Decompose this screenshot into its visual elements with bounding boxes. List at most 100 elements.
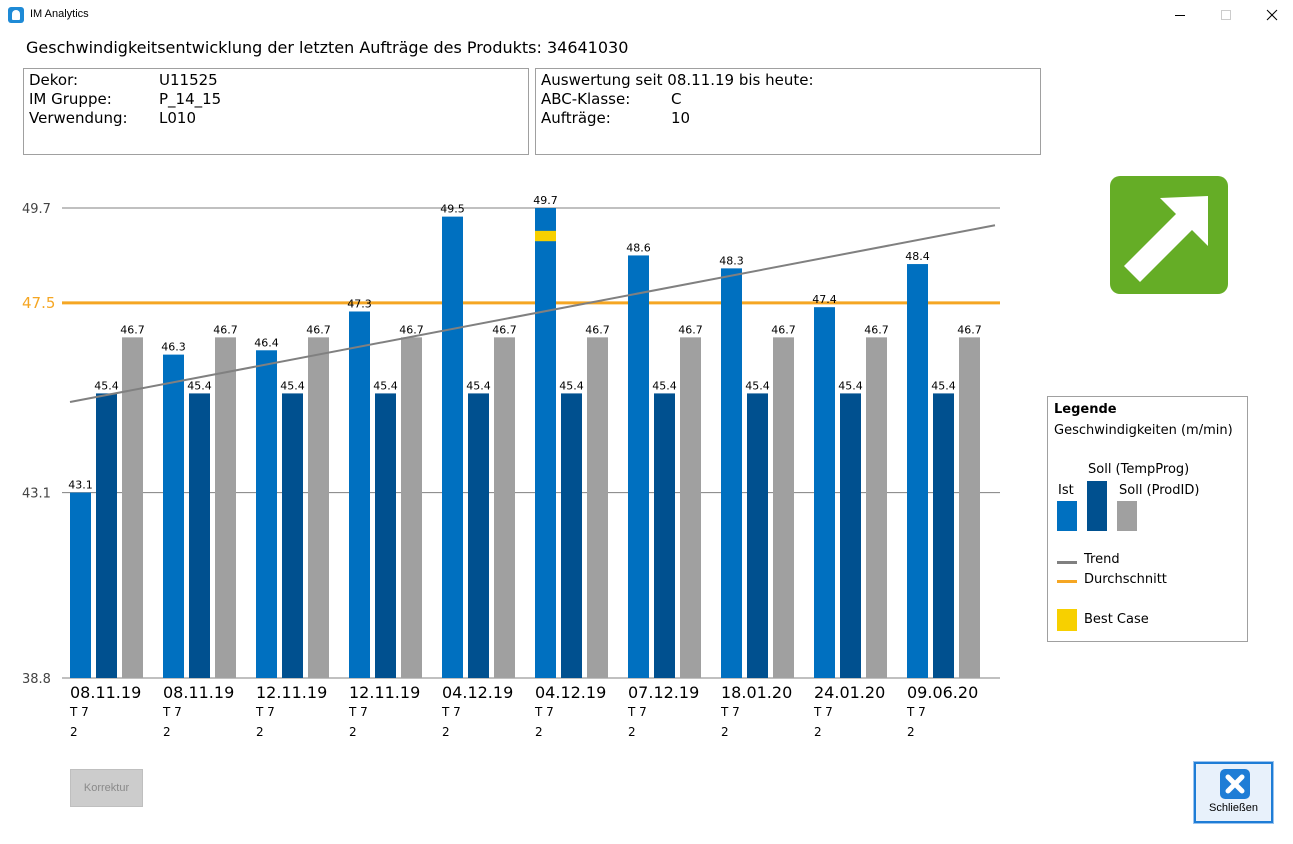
bar-soll-prodid xyxy=(401,337,422,678)
evaluation-heading-text: Auswertung seit 08.11.19 bis heute: xyxy=(541,71,814,89)
data-label: 45.4 xyxy=(373,379,398,392)
data-label: 48.4 xyxy=(905,250,930,263)
window-close-button[interactable] xyxy=(1249,2,1293,28)
window-title: IM Analytics xyxy=(30,8,89,20)
bar-ist xyxy=(256,350,277,678)
bar-soll-prodid xyxy=(587,337,608,678)
x-tick-label: 12.11.19 xyxy=(349,683,420,702)
legend-label-trend: Trend xyxy=(1084,552,1120,567)
x-tick-sublabel: 2 xyxy=(814,725,822,739)
legend-swatch-soll-tempprog xyxy=(1087,481,1107,531)
bar-soll-tempprog xyxy=(282,393,303,678)
legend-label-ist: Ist xyxy=(1058,483,1074,498)
chart-legend: Legende Geschwindigkeiten (m/min) Soll (… xyxy=(1047,396,1248,642)
legend-swatch-best-case xyxy=(1057,609,1077,631)
x-tick-sublabel: 2 xyxy=(721,725,729,739)
data-label: 45.4 xyxy=(94,379,119,392)
schliessen-button[interactable]: Schließen xyxy=(1193,761,1274,824)
page-title: Geschwindigkeitsentwicklung der letzten … xyxy=(26,38,629,57)
data-label: 48.6 xyxy=(626,241,651,254)
bar-ist xyxy=(628,255,649,678)
data-label: 49.7 xyxy=(533,194,558,207)
legend-swatch-trend xyxy=(1057,561,1077,564)
info-label: Verwendung: xyxy=(29,109,128,127)
bar-soll-prodid xyxy=(959,337,980,678)
info-value: U11525 xyxy=(159,71,218,89)
data-label: 46.7 xyxy=(957,323,982,336)
legend-label-soll-tempprog: Soll (TempProg) xyxy=(1088,462,1190,477)
data-label: 43.1 xyxy=(68,479,93,492)
x-tick-sublabel: 2 xyxy=(442,725,450,739)
minimize-button[interactable] xyxy=(1157,2,1203,28)
x-tick-label: 18.01.20 xyxy=(721,683,792,702)
x-tick-sublabel: T 7 xyxy=(906,705,926,719)
bar-soll-tempprog xyxy=(933,393,954,678)
data-label: 46.7 xyxy=(678,323,703,336)
legend-subtitle: Geschwindigkeiten (m/min) xyxy=(1054,423,1233,438)
data-label: 46.7 xyxy=(771,323,796,336)
best-case-marker xyxy=(535,230,556,242)
data-label: 46.3 xyxy=(161,341,186,354)
bar-ist xyxy=(70,492,91,678)
data-label: 45.4 xyxy=(652,379,677,392)
y-tick-label: 38.8 xyxy=(22,672,51,687)
bar-ist xyxy=(721,268,742,678)
bar-ist xyxy=(907,264,928,678)
x-tick-sublabel: T 7 xyxy=(441,705,461,719)
x-tick-label: 12.11.19 xyxy=(256,683,327,702)
minimize-icon xyxy=(1175,14,1185,16)
bar-ist xyxy=(163,354,184,678)
x-tick-sublabel: T 7 xyxy=(348,705,368,719)
x-tick-label: 04.12.19 xyxy=(442,683,513,702)
x-tick-sublabel: 2 xyxy=(349,725,357,739)
korrektur-button[interactable]: Korrektur xyxy=(70,769,143,807)
x-tick-label: 04.12.19 xyxy=(535,683,606,702)
schliessen-label: Schließen xyxy=(1209,802,1258,814)
info-value: P_14_15 xyxy=(159,90,222,108)
bar-soll-prodid xyxy=(308,337,329,678)
maximize-button[interactable] xyxy=(1203,2,1249,28)
bar-soll-prodid xyxy=(866,337,887,678)
product-info-panel: Dekor: U11525 IM Gruppe: P_14_15 Verwend… xyxy=(23,68,529,155)
bar-soll-tempprog xyxy=(96,393,117,678)
bar-ist xyxy=(349,311,370,678)
x-tick-sublabel: 2 xyxy=(628,725,636,739)
x-tick-sublabel: 2 xyxy=(907,725,915,739)
data-label: 46.7 xyxy=(864,323,889,336)
x-tick-sublabel: T 7 xyxy=(627,705,647,719)
maximize-icon xyxy=(1221,10,1231,20)
info-value: C xyxy=(671,90,682,108)
x-tick-sublabel: T 7 xyxy=(255,705,275,719)
x-tick-sublabel: 2 xyxy=(535,725,543,739)
app-icon xyxy=(8,7,24,23)
bar-soll-tempprog xyxy=(189,393,210,678)
data-label: 45.4 xyxy=(187,379,212,392)
bar-soll-tempprog xyxy=(561,393,582,678)
y-tick-label: 43.1 xyxy=(22,487,51,502)
bar-soll-tempprog xyxy=(468,393,489,678)
data-label: 46.4 xyxy=(254,336,279,349)
info-label: ABC-Klasse: xyxy=(541,90,631,108)
bar-ist xyxy=(442,216,463,679)
bar-soll-prodid xyxy=(680,337,701,678)
bar-soll-tempprog xyxy=(375,393,396,678)
data-label: 46.7 xyxy=(120,323,145,336)
x-tick-sublabel: 2 xyxy=(256,725,264,739)
data-label: 45.4 xyxy=(931,379,956,392)
data-label: 49.5 xyxy=(440,203,465,216)
title-bar: IM Analytics xyxy=(0,0,1293,30)
x-tick-sublabel: T 7 xyxy=(69,705,89,719)
x-tick-label: 08.11.19 xyxy=(70,683,141,702)
info-value: L010 xyxy=(159,109,196,127)
data-label: 45.4 xyxy=(559,379,584,392)
x-tick-label: 07.12.19 xyxy=(628,683,699,702)
arrow-up-right-icon xyxy=(1124,196,1208,282)
data-label: 46.7 xyxy=(399,323,424,336)
bar-ist xyxy=(814,307,835,678)
x-tick-sublabel: T 7 xyxy=(720,705,740,719)
legend-swatch-soll-prodid xyxy=(1117,501,1137,531)
speed-bar-chart: 38.8 43.1 47.5 49.7 43.1 45.4 46.7 08.11.19 T 7 2… xyxy=(22,194,1000,739)
data-label: 45.4 xyxy=(838,379,863,392)
y-tick-label: 47.5 xyxy=(22,294,55,312)
data-label: 45.4 xyxy=(745,379,770,392)
